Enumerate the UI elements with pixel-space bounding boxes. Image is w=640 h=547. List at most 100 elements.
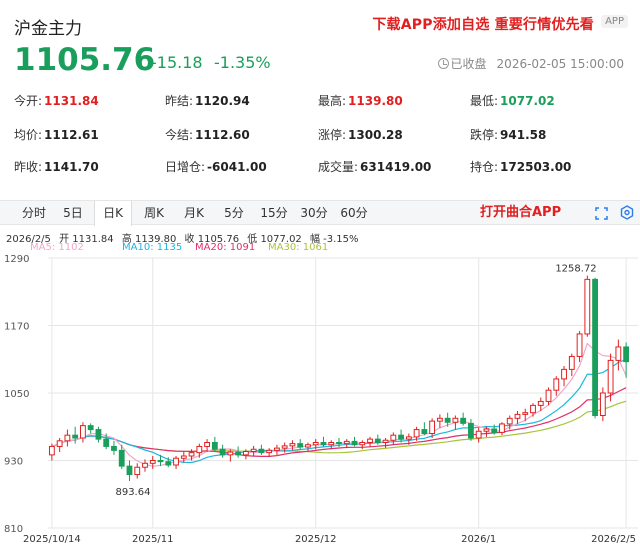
- candle-body: [56, 440, 63, 447]
- download-app-promo[interactable]: 下载APP添加自选 重要行情优先看: [372, 17, 594, 33]
- candle-body: [421, 429, 428, 434]
- candle-body: [367, 438, 373, 443]
- candle-body: [405, 436, 412, 440]
- candle-body: [506, 417, 513, 425]
- x-tick-label: 2025/10/14: [23, 534, 81, 544]
- stat-limit-down: 跌停: 941.58: [470, 128, 547, 142]
- candle-body: [359, 442, 366, 446]
- candle-body: [460, 417, 467, 424]
- price-annotation: 1258.72: [555, 264, 596, 275]
- stats-row: 昨收: 1141.70 日增仓: -6041.00 成交量: 631419.00 持仓…: [0, 158, 640, 180]
- candle-body: [599, 392, 606, 416]
- x-tick-label: 2026/1: [461, 534, 496, 544]
- candle-body: [328, 442, 335, 446]
- info-open: 开 1131.84: [59, 234, 114, 245]
- info-amp: 幅 -3.15%: [309, 234, 359, 245]
- candle-info-line: 2026/2/5 开 1131.84 高 1139.80 收 1105.76 低…: [6, 230, 364, 245]
- candle-body: [87, 425, 94, 431]
- candle-body: [157, 460, 164, 463]
- tab-5day[interactable]: 5日: [63, 206, 83, 220]
- candle-body: [413, 429, 420, 438]
- candle-body: [576, 333, 583, 357]
- candle-body: [530, 404, 536, 414]
- instrument-title: 沪金主力: [14, 19, 82, 39]
- candle-body: [204, 442, 210, 447]
- info-close: 收 1105.76: [184, 234, 240, 245]
- clock-icon: [437, 58, 449, 69]
- y-tick-label: 1050: [4, 389, 29, 400]
- candle-body: [398, 434, 404, 440]
- candle-body: [499, 423, 505, 433]
- candle-body: [491, 428, 498, 433]
- candle-body: [336, 442, 342, 445]
- tab-60min[interactable]: 60分: [340, 206, 368, 220]
- candle-body: [312, 442, 319, 446]
- candle-body: [103, 438, 110, 447]
- candle-body: [568, 355, 575, 370]
- tab-intraday[interactable]: 分时: [21, 206, 46, 220]
- tab-5min[interactable]: 5分: [224, 206, 244, 220]
- stat-low: 最低: 1077.02: [470, 94, 555, 108]
- candle-body: [592, 278, 598, 416]
- candle-body: [188, 452, 195, 457]
- stat-open-interest: 持仓: 172503.00: [470, 160, 572, 174]
- candle-body: [514, 413, 521, 419]
- candle-body: [483, 428, 490, 432]
- open-app-link[interactable]: 打开曲合APP: [480, 205, 562, 220]
- expand-icon[interactable]: [595, 207, 608, 220]
- info-date: 2026/2/5: [6, 234, 51, 245]
- stats-row: 今开: 1131.84 昨结: 1120.94 最高: 1139.80 最低: 1077…: [0, 92, 640, 114]
- candle-body: [522, 412, 529, 415]
- ma30-legend: MA30: 1061: [268, 242, 329, 253]
- candle-body: [64, 434, 71, 442]
- x-tick-label: 2025/11: [132, 534, 174, 544]
- tab-weekly-k[interactable]: 周K: [144, 206, 164, 220]
- quote-header: 沪金主力 下载APP添加自选 重要行情优先看 APP 1105.76 -15.1…: [0, 0, 640, 90]
- y-tick-label: 930: [4, 457, 23, 468]
- x-tick-label: 2025/12: [295, 534, 337, 544]
- price-change-pct: -1.35%: [214, 53, 271, 72]
- stat-limit-up: 涨停: 1300.28: [318, 128, 403, 142]
- candle-body: [149, 460, 156, 464]
- candle-body: [72, 434, 79, 439]
- last-price: 1105.76: [14, 42, 156, 78]
- candle-body: [615, 346, 622, 361]
- candle-body: [545, 389, 552, 402]
- ma20-legend: MA20: 1091: [195, 242, 256, 253]
- candle-body: [623, 346, 630, 363]
- candle-body: [343, 440, 350, 445]
- candle-body: [452, 417, 459, 423]
- status-label: 已收盘: [437, 55, 487, 72]
- candle-body: [173, 457, 179, 466]
- app-badge[interactable]: APP: [601, 15, 628, 28]
- tab-30min[interactable]: 30分: [300, 206, 328, 220]
- candle-body: [537, 400, 544, 406]
- price-change: -15.18: [151, 53, 203, 72]
- stats-row: 均价: 1112.61 今结: 1112.60 涨停: 1300.28 跌停: 941.…: [0, 126, 640, 148]
- stat-open: 今开: 1131.84: [14, 94, 99, 108]
- candle-body: [48, 445, 55, 456]
- tab-15min[interactable]: 15分: [260, 206, 288, 220]
- y-tick-label: 1290: [4, 254, 29, 265]
- candle-body: [242, 451, 249, 456]
- candle-body: [561, 368, 567, 380]
- kline-chart[interactable]: 1290 1170 1050 930 810 1258.72 893.64 2025/10/1…: [0, 252, 640, 544]
- candle-body: [584, 278, 591, 335]
- candle-body: [95, 429, 102, 440]
- candle-body: [111, 445, 117, 451]
- stat-oi-change: 日增仓: -6041.00: [165, 160, 267, 174]
- candle-body: [134, 466, 141, 476]
- ma20-line: [51, 387, 627, 457]
- stat-high: 最高: 1139.80: [318, 94, 403, 108]
- tab-daily-k[interactable]: 日K: [94, 201, 132, 226]
- candle-body: [297, 443, 304, 448]
- candle-body: [281, 445, 288, 449]
- ma10-legend: MA10: 1135: [122, 242, 183, 253]
- tab-monthly-k[interactable]: 月K: [184, 206, 204, 220]
- candle-body: [468, 422, 474, 439]
- candle-body: [235, 451, 242, 456]
- settings-icon[interactable]: [620, 205, 634, 221]
- candle-body: [227, 451, 234, 456]
- candle-body: [382, 439, 389, 443]
- candle-body: [351, 440, 358, 446]
